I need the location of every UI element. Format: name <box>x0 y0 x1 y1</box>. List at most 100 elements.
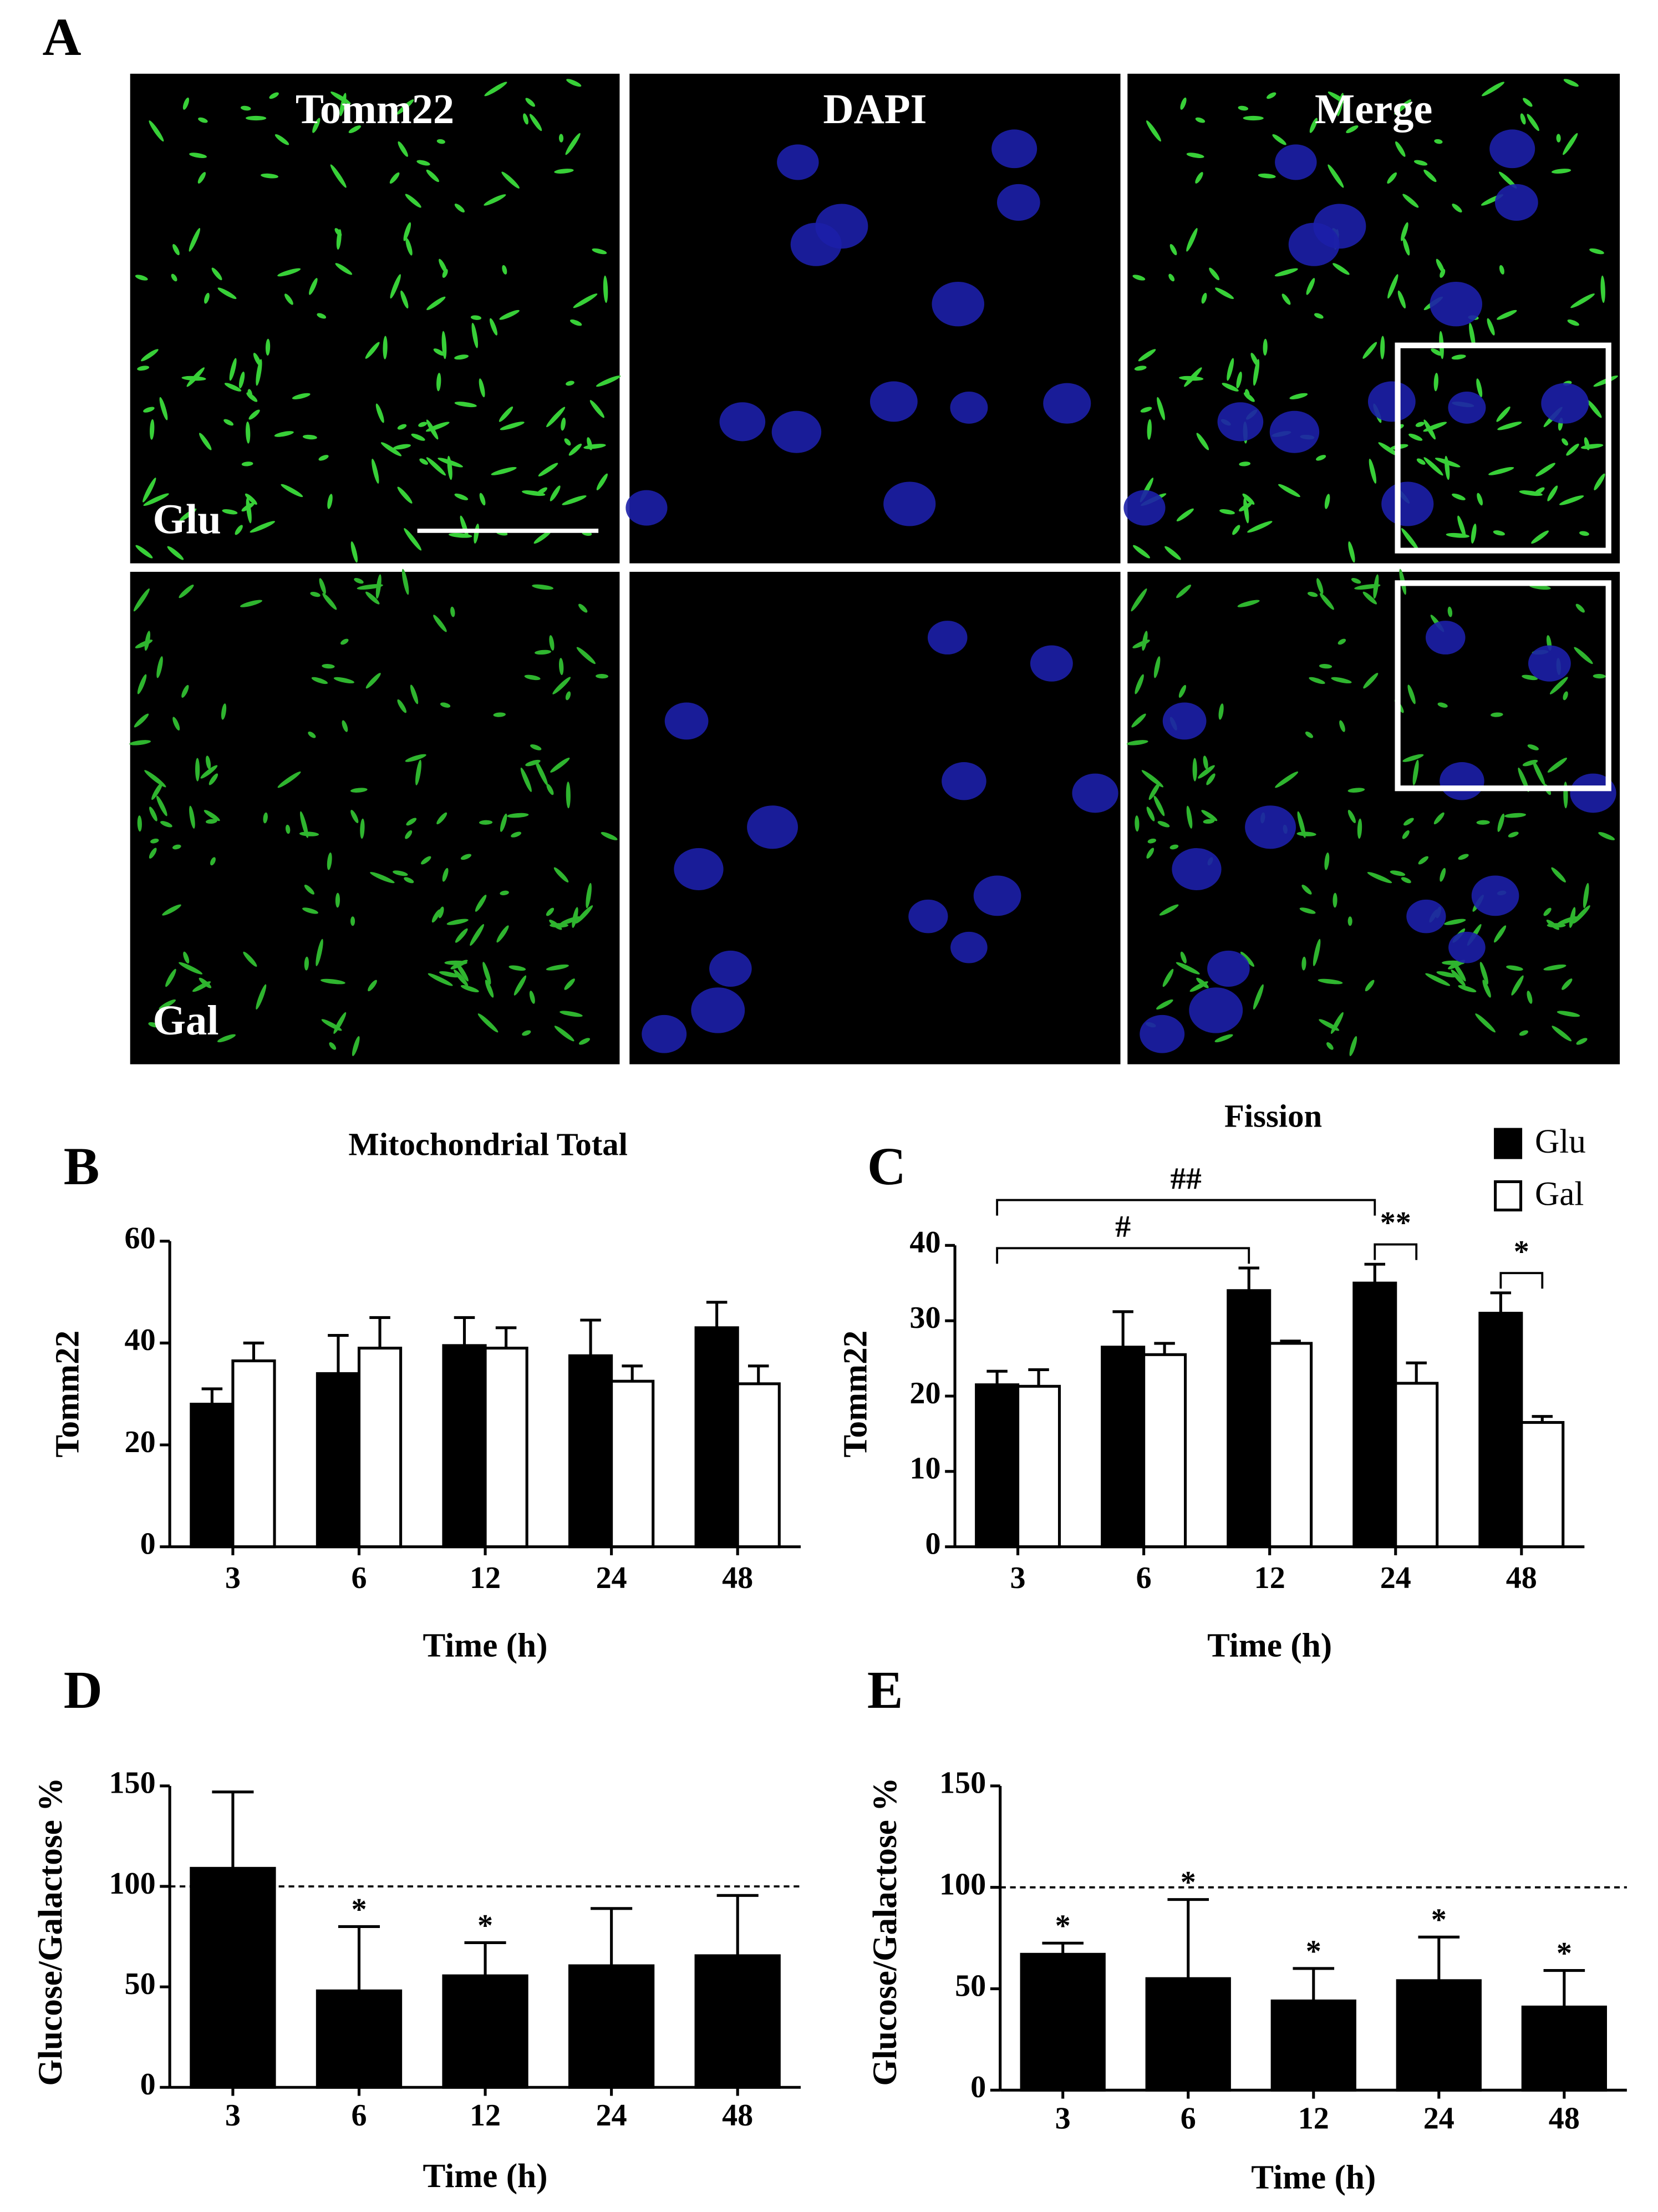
mitochondria <box>1523 98 1533 107</box>
nucleus <box>1172 848 1222 890</box>
mitochondria <box>1401 877 1411 884</box>
mitochondria <box>1186 153 1204 158</box>
mitochondria <box>199 433 212 450</box>
mitochondria <box>143 478 156 503</box>
mitochondria <box>546 784 554 795</box>
mitochondria <box>533 530 552 544</box>
mitochondria <box>1318 978 1343 985</box>
bar <box>1521 2005 1607 2092</box>
micrograph <box>130 73 621 564</box>
mitochondria <box>1436 971 1457 978</box>
x-tick-label: 6 <box>1136 1561 1152 1595</box>
nucleus <box>1406 899 1446 933</box>
mitochondria <box>1535 463 1555 476</box>
mitochondria <box>135 545 153 559</box>
mitochondria <box>393 870 408 876</box>
mitochondria <box>1598 832 1615 840</box>
mitochondria <box>1365 980 1375 992</box>
mitochondria <box>493 712 506 717</box>
micrograph <box>1123 73 1620 564</box>
mitochondria <box>1133 545 1150 559</box>
mitochondria <box>204 810 220 821</box>
row-label: Gal <box>153 997 219 1044</box>
mitochondria <box>482 962 491 985</box>
significance-marker: * <box>1557 1936 1572 1971</box>
mitochondria <box>1390 870 1406 876</box>
y-tick-label: 30 <box>909 1301 940 1335</box>
mitochondria <box>339 93 347 116</box>
mitochondria <box>1243 115 1264 121</box>
x-axis-label: Time (h) <box>423 2157 548 2195</box>
nucleus <box>1123 490 1166 526</box>
mitochondria <box>1362 591 1377 605</box>
x-axis-label: Time (h) <box>1251 2159 1376 2196</box>
mitochondria <box>1218 703 1224 720</box>
mitochondria <box>1236 371 1242 389</box>
nucleus <box>1541 383 1589 424</box>
x-tick-label: 12 <box>1298 2101 1329 2135</box>
mitochondria <box>181 684 189 698</box>
bar <box>1352 1281 1397 1549</box>
mitochondria <box>1403 818 1414 826</box>
mitochondria <box>525 759 541 767</box>
mitochondria <box>1176 585 1192 598</box>
mitochondria <box>285 824 291 834</box>
mitochondria <box>1299 907 1316 914</box>
mitochondria <box>501 171 520 189</box>
bar <box>1145 1977 1231 2092</box>
nucleus <box>942 762 986 800</box>
mitochondria <box>1551 169 1571 174</box>
mitochondria <box>186 367 205 387</box>
mitochondria <box>342 720 348 732</box>
mitochondria <box>245 115 267 121</box>
significance-bracket <box>1499 1272 1544 1289</box>
mitochondria <box>560 1011 583 1017</box>
mitochondria <box>1314 313 1324 319</box>
column-label: Tomm22 <box>296 85 454 133</box>
mitochondria <box>261 173 279 179</box>
nucleus <box>1043 383 1091 424</box>
mitochondria <box>1458 985 1477 993</box>
mitochondria <box>1157 397 1165 420</box>
mitochondria <box>405 830 413 839</box>
significance-label: * <box>1514 1235 1529 1269</box>
mitochondria <box>143 493 169 506</box>
mitochondria <box>1547 923 1566 928</box>
mitochondria <box>179 585 194 598</box>
mitochondria <box>1423 422 1447 432</box>
mitochondria <box>248 409 260 420</box>
mitochondria <box>340 638 349 645</box>
mitochondria <box>491 466 517 475</box>
y-tick-label: 20 <box>909 1376 940 1411</box>
mitochondria <box>1168 273 1175 282</box>
mitochondria <box>222 509 238 515</box>
mitochondria <box>529 114 542 131</box>
mitochondria <box>1402 237 1410 256</box>
bar <box>975 1383 1020 1549</box>
mitochondria <box>223 419 234 426</box>
x-tick-label: 6 <box>351 2098 367 2133</box>
mitochondria <box>1178 684 1187 698</box>
mitochondria <box>302 434 317 440</box>
mitochondria <box>586 882 592 909</box>
mitochondria <box>572 907 578 928</box>
bar <box>694 1326 739 1549</box>
mitochondria <box>397 486 413 504</box>
mitochondria <box>292 393 311 399</box>
significance-marker: * <box>477 1909 493 1943</box>
mitochondria <box>496 925 509 943</box>
nucleus <box>1275 144 1317 180</box>
mitochondria <box>1433 812 1445 825</box>
mitochondria <box>397 699 407 713</box>
mitochondria <box>322 664 335 669</box>
y-tick-label: 40 <box>909 1225 940 1260</box>
bar <box>1268 1342 1313 1549</box>
mitochondria <box>1309 118 1318 133</box>
x-tick-label: 6 <box>351 1561 367 1595</box>
mitochondria <box>535 650 552 655</box>
mitochondria <box>564 438 571 446</box>
mitochondria <box>204 292 210 304</box>
mitochondria <box>299 831 319 836</box>
